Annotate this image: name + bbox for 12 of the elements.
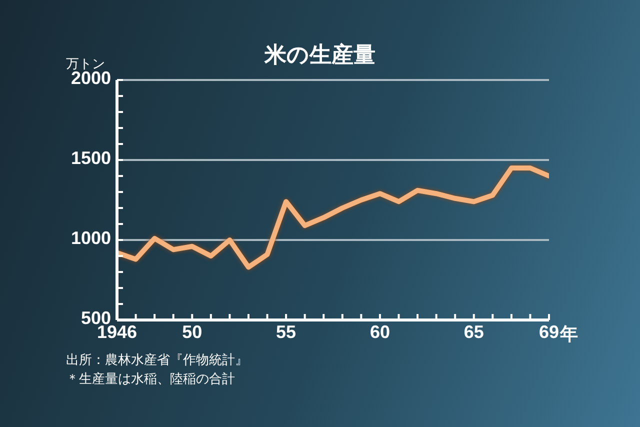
text: ＊生産量は水稲、陸稲の合計 bbox=[66, 370, 236, 388]
y-axis-title: 万トン bbox=[66, 55, 105, 71]
x-tick-label: 55 bbox=[276, 322, 296, 342]
text: 出所：農林水産省『作物統計』 bbox=[66, 351, 248, 369]
y-tick-label: 1000 bbox=[70, 228, 111, 248]
x-tick-label: 60 bbox=[370, 322, 390, 342]
x-axis-title: 年 bbox=[560, 323, 578, 346]
chart-title: 米の生産量 bbox=[264, 42, 376, 67]
x-tick-label: 65 bbox=[464, 322, 484, 342]
x-tick-label: 50 bbox=[182, 322, 202, 342]
y-tick-label: 1500 bbox=[70, 148, 111, 168]
x-tick-label: 69 bbox=[538, 322, 560, 342]
